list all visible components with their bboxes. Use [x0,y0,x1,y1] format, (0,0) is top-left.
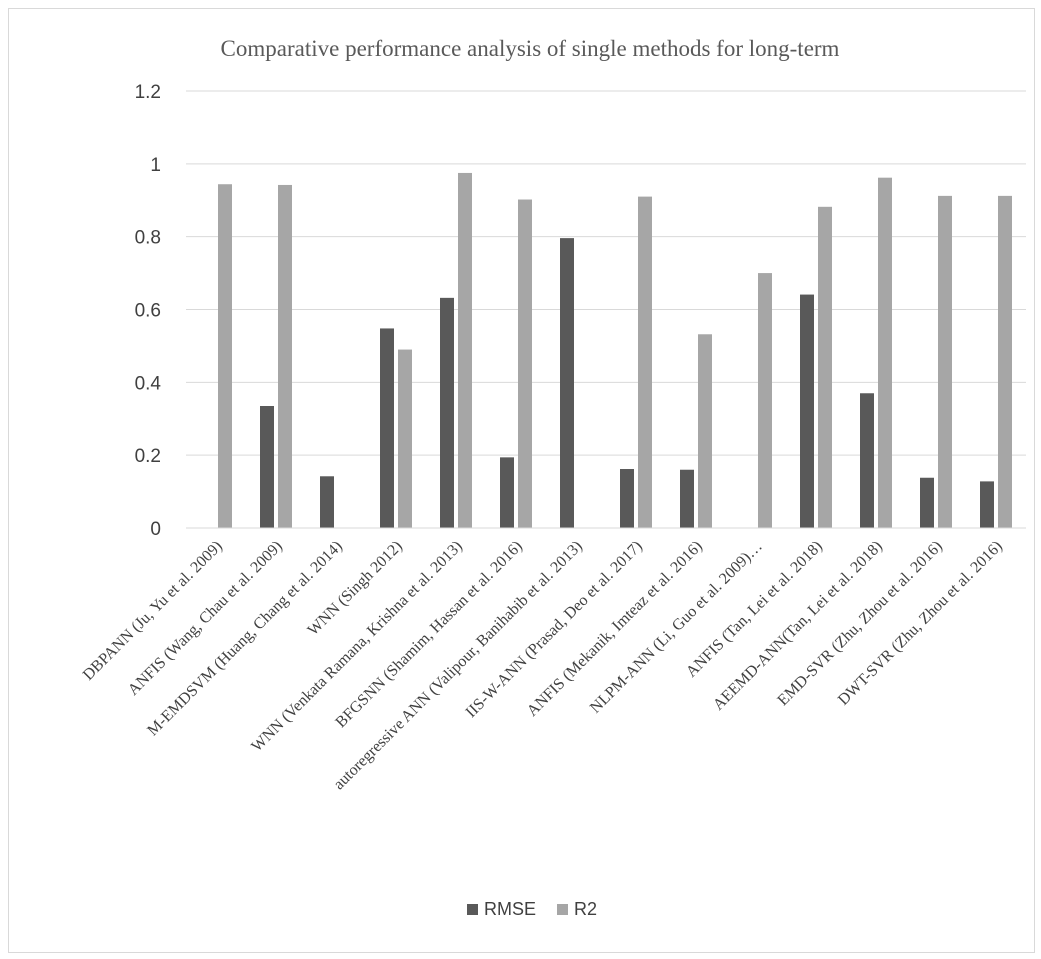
bar-r2 [698,334,712,528]
y-tick-label: 1 [150,155,161,176]
y-tick-label: 0.4 [135,373,162,394]
bar-rmse [260,406,274,528]
bar-rmse [560,238,574,528]
bar-r2 [218,184,232,528]
bar-rmse [380,328,394,528]
y-axis-ticks: 0 0.2 0.4 0.6 0.8 1 1.2 [135,82,162,540]
bar-r2 [998,195,1012,528]
bar-rmse [980,481,994,528]
x-tick-label: WNN (Venkata Ramana, Krishna et al. 2013… [248,538,465,755]
bar-r2 [278,184,292,528]
bar-chart: Comparative performance analysis of sing… [80,36,1026,919]
y-tick-label: 0.2 [135,446,161,467]
bar-r2 [458,172,472,528]
y-tick-label: 0.8 [135,228,161,249]
bar-rmse [440,297,454,528]
chart-frame: Comparative performance analysis of sing… [8,8,1035,953]
bars [218,172,1012,528]
bar-rmse [920,477,934,528]
bar-r2 [878,177,892,528]
bar-rmse [860,393,874,528]
bar-rmse [620,469,634,528]
legend-label-r2: R2 [574,899,597,919]
bar-rmse [500,457,514,528]
bar-r2 [758,273,772,528]
x-axis-ticks: DBPANN (Ju, Yu et al. 2009)ANFIS (Wang, … [80,538,1006,793]
legend: RMSE R2 [467,899,597,919]
legend-swatch-r2 [557,904,568,915]
chart-title: Comparative performance analysis of sing… [221,36,840,61]
bar-r2 [518,199,532,528]
y-tick-label: 0 [150,519,161,540]
bar-rmse [320,476,334,528]
bar-r2 [398,349,412,528]
bar-r2 [938,195,952,528]
bar-rmse [680,469,694,528]
y-tick-label: 1.2 [135,82,161,103]
bar-r2 [818,206,832,528]
y-tick-label: 0.6 [135,301,161,322]
legend-swatch-rmse [467,904,478,915]
grid-lines [186,90,1026,456]
legend-label-rmse: RMSE [484,899,536,919]
bar-r2 [638,196,652,528]
bar-rmse [800,294,814,528]
